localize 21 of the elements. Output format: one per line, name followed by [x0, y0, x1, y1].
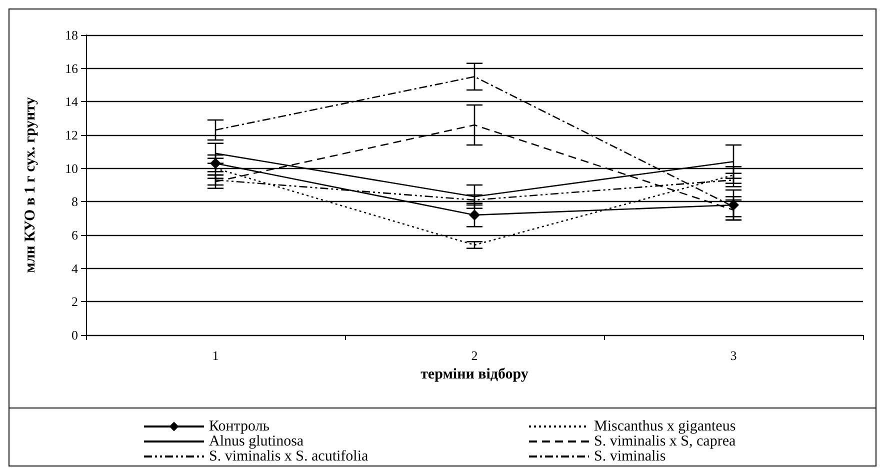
x-axis-title: терміни відбору [420, 366, 529, 382]
x-tick-label: 2 [471, 348, 478, 363]
y-tick-label: 2 [72, 294, 78, 310]
legend-label: Miscanthus x giganteus [594, 418, 736, 434]
legend-label: S. viminalis [594, 448, 666, 464]
y-axis-title: млн КУО в 1 г сух. грунту [22, 96, 38, 273]
y-tick-label: 12 [65, 128, 78, 142]
y-tick-label: 18 [65, 28, 78, 42]
y-tick-label: 0 [72, 328, 78, 342]
legend-label: S. viminalis x S. acutifolia [209, 448, 368, 464]
x-tick-label: 1 [212, 348, 219, 363]
x-tick-label: 3 [730, 348, 737, 363]
legend-label: Alnus glutinosa [209, 434, 304, 450]
y-tick-label: 4 [72, 260, 78, 276]
y-tick-label: 16 [65, 60, 78, 76]
y-tick-label: 10 [65, 160, 78, 176]
y-tick-label: 8 [72, 194, 78, 210]
legend-label: S. viminalis x S, caprea [594, 434, 736, 450]
y-tick-label: 6 [72, 228, 78, 242]
y-tick-label: 14 [65, 94, 78, 110]
legend-label: Контроль [209, 418, 270, 434]
